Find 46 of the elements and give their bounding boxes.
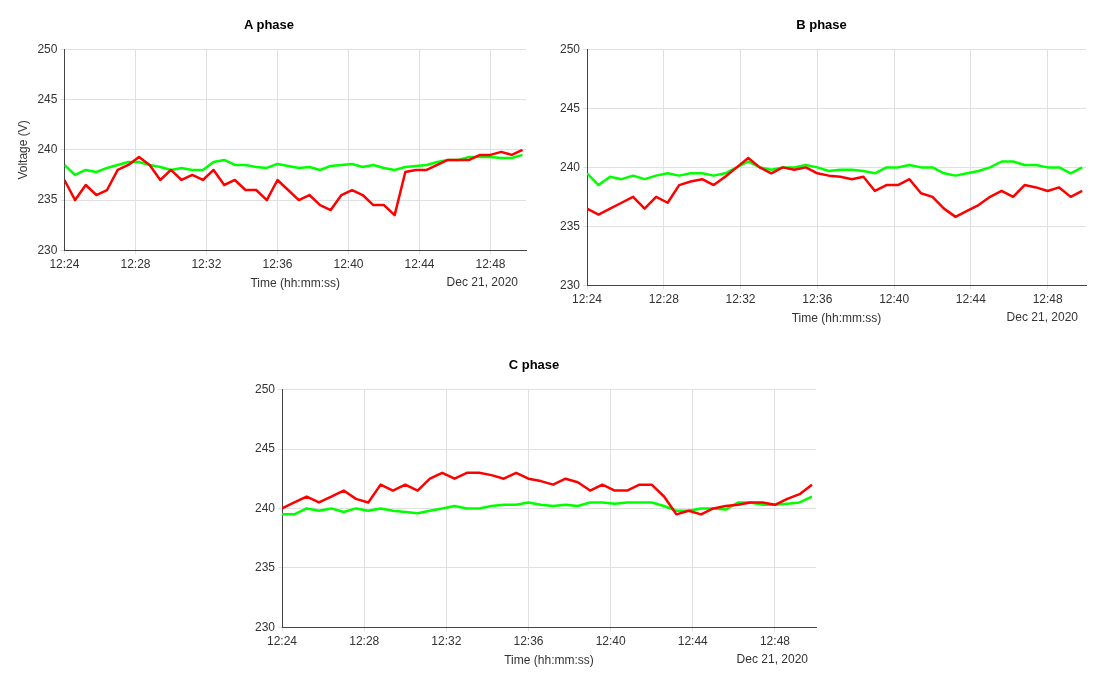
x-axis-title: Time (hh:mm:ss) <box>791 311 882 326</box>
x-tick-label: 12:28 <box>349 633 380 648</box>
x-tick-label: 12:40 <box>879 291 910 306</box>
x-axis-title: Time (hh:mm:ss) <box>504 653 594 668</box>
y-axis-title: Voltage (V) <box>15 120 30 180</box>
y-tick-label: 230 <box>37 242 58 257</box>
y-tick-label: 250 <box>254 381 276 396</box>
y-tick-label: 235 <box>37 192 58 207</box>
x-tick-label: 12:48 <box>1032 291 1063 306</box>
x-tick-label: 12:36 <box>262 256 293 271</box>
x-tick-label: 12:32 <box>431 633 462 648</box>
x-tick-label: 12:48 <box>475 256 506 271</box>
x-tick-label: 12:24 <box>49 256 80 271</box>
x-tick-label: 12:40 <box>595 633 627 648</box>
x-tick-label: 12:44 <box>955 291 987 306</box>
x-tick-label: 12:32 <box>191 256 222 271</box>
x-tick-label: 12:36 <box>513 633 544 648</box>
y-tick-label: 245 <box>254 441 276 456</box>
text: Dec 21, 2020 <box>736 652 809 667</box>
x-tick-label: 12:28 <box>648 291 680 306</box>
y-tick-label: 240 <box>37 142 58 157</box>
y-tick-label: 250 <box>559 41 581 56</box>
y-tick-label: 240 <box>559 159 581 174</box>
x-tick-label: 12:36 <box>802 291 833 306</box>
y-tick-label: 230 <box>254 619 276 634</box>
x-tick-label: 12:24 <box>267 633 298 648</box>
y-tick-label: 235 <box>254 560 276 575</box>
y-tick-label: 230 <box>559 277 581 292</box>
chart-title: C phase <box>508 357 560 373</box>
y-tick-label: 240 <box>254 500 276 515</box>
y-tick-label: 245 <box>37 92 58 107</box>
x-tick-label: 12:44 <box>404 256 435 271</box>
x-tick-label: 12:32 <box>725 291 756 306</box>
chart-title: B phase <box>796 17 847 33</box>
y-tick-label: 250 <box>37 41 58 56</box>
x-tick-label: 12:28 <box>120 256 151 271</box>
x-tick-label: 12:40 <box>333 256 364 271</box>
y-tick-label: 245 <box>559 100 581 115</box>
text: Dec 21, 2020 <box>446 275 519 290</box>
y-tick-label: 235 <box>559 218 581 233</box>
x-tick-label: 12:44 <box>677 633 709 648</box>
chart-title: A phase <box>243 17 295 33</box>
text: Dec 21, 2020 <box>1006 310 1079 325</box>
x-tick-label: 12:24 <box>572 291 603 306</box>
x-axis-title: Time (hh:mm:ss) <box>250 276 340 291</box>
x-tick-label: 12:48 <box>759 633 791 648</box>
